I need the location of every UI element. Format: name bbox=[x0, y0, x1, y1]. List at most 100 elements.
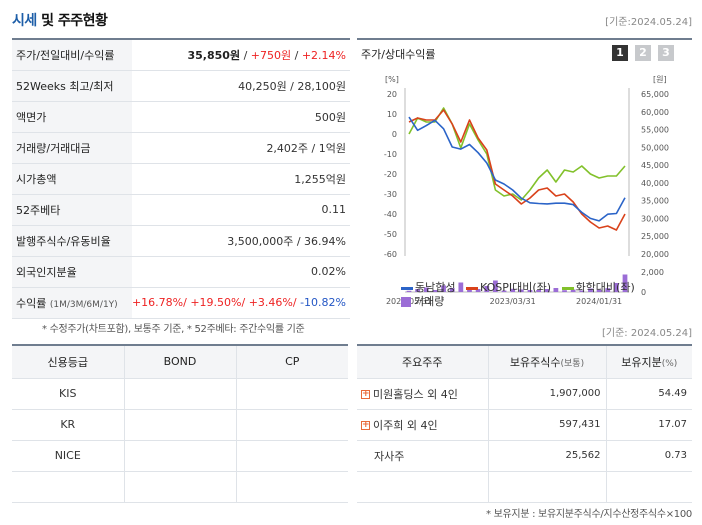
period-button-3[interactable]: 3 bbox=[658, 45, 674, 61]
row-value: 0.02% bbox=[131, 256, 350, 288]
volume-bar bbox=[544, 289, 550, 292]
holders-base-date: [기준: 2024.05.24] bbox=[601, 328, 692, 339]
right-tick-label: 35,000 bbox=[641, 197, 669, 206]
column-header: BOND bbox=[123, 345, 236, 379]
period-button-2[interactable]: 2 bbox=[635, 45, 651, 61]
shareholders-table: 주요주주 보유주식수(보통) 보유지분(%) + 미원홀딩스 외 4인 1,907… bbox=[357, 344, 692, 503]
table-header-row: 신용등급 BOND CP bbox=[12, 345, 348, 379]
holder-name[interactable]: 미원홀딩스 외 4인 bbox=[373, 387, 458, 401]
price-chart: [%] [원] 20 10 0 -10 -20 -30 -40 -50 -60 65,000 60,00… bbox=[384, 75, 669, 306]
agency-cell bbox=[12, 471, 124, 503]
left-tick-label: -40 bbox=[384, 210, 397, 219]
legend-item-chem: 화학대비(좌) bbox=[561, 281, 635, 294]
right-axis-unit: [원] bbox=[653, 75, 667, 84]
table-row: 52주베타 0.11 bbox=[12, 194, 350, 226]
shares-cell: 1,907,000 bbox=[487, 378, 606, 410]
legend-label: 동남합성 bbox=[415, 281, 456, 294]
right-tick-label: 40,000 bbox=[641, 179, 669, 188]
row-value: 500원 bbox=[131, 101, 350, 133]
column-header: 주요주주 bbox=[357, 345, 488, 379]
base-date: [기준:2024.05.24] bbox=[605, 17, 692, 28]
return-1y: -10.82% bbox=[296, 296, 346, 309]
column-header-label: 보유주식수 bbox=[509, 355, 561, 369]
table-row: + 이주희 외 4인 597,431 17.07 bbox=[357, 409, 692, 441]
volume-bar bbox=[449, 288, 455, 292]
right-tick-label: 55,000 bbox=[641, 126, 669, 135]
cp-cell bbox=[235, 440, 348, 472]
holder-name[interactable]: 이주희 외 4인 bbox=[373, 418, 438, 432]
title-holders-label: 및 주주현황 bbox=[36, 13, 108, 29]
holder-name-cell: 자사주 bbox=[357, 440, 488, 472]
volume-tick-label: 2,000 bbox=[641, 268, 664, 277]
table-row: 발행주식수/유동비율 3,500,000주 / 36.94% bbox=[12, 225, 350, 257]
bond-cell bbox=[123, 471, 236, 503]
bond-cell bbox=[123, 440, 236, 472]
volume-bar bbox=[423, 287, 429, 292]
series-line bbox=[408, 116, 626, 222]
legend-item-kospi: KOSPI대비(좌) bbox=[465, 281, 551, 294]
left-tick-label: 0 bbox=[392, 130, 397, 139]
right-tick-label: 60,000 bbox=[641, 108, 669, 117]
column-header: 신용등급 bbox=[12, 345, 124, 379]
section-title: 시세 및 주주현황 bbox=[12, 10, 108, 30]
expand-plus-icon[interactable]: + bbox=[361, 389, 370, 399]
price-change: +750원 bbox=[250, 48, 292, 62]
volume-bar bbox=[518, 289, 524, 292]
table-row: + 미원홀딩스 외 4인 1,907,000 54.49 bbox=[357, 378, 692, 410]
row-label: 액면가 bbox=[12, 101, 132, 133]
right-tick-label: 50,000 bbox=[641, 143, 669, 152]
volume-bar bbox=[493, 280, 498, 292]
row-value: 2,402주 / 1억원 bbox=[131, 132, 350, 164]
volume-bar bbox=[467, 289, 472, 292]
volume-bar bbox=[596, 289, 602, 292]
table-row: 자사주 25,562 0.73 bbox=[357, 440, 692, 472]
row-label: 52Weeks 최고/최저 bbox=[12, 70, 132, 102]
price-table-note: * 수정주가(차트포함), 보통주 기준, * 52주베타: 주간수익률 기준 bbox=[42, 324, 305, 335]
volume-bar bbox=[441, 285, 446, 292]
price-info-table: 주가/전일대비/수익률 35,850원 / +750원 / +2.14% 52W… bbox=[12, 38, 350, 319]
series-line bbox=[408, 109, 626, 231]
holder-name-cell bbox=[357, 471, 488, 503]
volume-bar bbox=[536, 290, 541, 292]
row-label: 발행주식수/유동비율 bbox=[12, 225, 132, 257]
table-row: 52Weeks 최고/최저 40,250원 / 28,100원 bbox=[12, 70, 350, 102]
left-tick-label: 10 bbox=[387, 110, 397, 119]
chart-panel: 주가/상대수익률 1 2 3 [%] [원] 20 10 0 -10 -20 -30 -40 -5… bbox=[357, 38, 692, 316]
legend-item-stock: 동남합성 bbox=[401, 281, 455, 294]
period-button-1[interactable]: 1 bbox=[612, 45, 628, 61]
right-tick-label: 25,000 bbox=[641, 232, 669, 241]
volume-bar bbox=[622, 274, 628, 292]
bond-cell bbox=[123, 378, 236, 410]
table-row: 시가총액 1,255억원 bbox=[12, 163, 350, 195]
left-tick-label: -60 bbox=[384, 250, 397, 259]
shares-cell bbox=[487, 471, 606, 503]
legend-swatch bbox=[401, 297, 411, 307]
volume-bar bbox=[415, 289, 421, 292]
returns-label: 수익률 bbox=[16, 296, 47, 310]
right-tick-label: 30,000 bbox=[641, 214, 669, 223]
table-row: 액면가 500원 bbox=[12, 101, 350, 133]
agency-cell: KR bbox=[12, 409, 124, 441]
table-row bbox=[357, 471, 692, 503]
x-tick-label: 2023/03/31 bbox=[490, 297, 536, 306]
volume-bar bbox=[553, 288, 559, 292]
chart-title: 주가/상대수익률 bbox=[361, 48, 436, 61]
row-value: 35,850원 / +750원 / +2.14% bbox=[131, 39, 350, 71]
stake-cell: 17.07 bbox=[605, 409, 692, 441]
row-label: 외국인지분율 bbox=[12, 256, 132, 288]
stake-cell bbox=[605, 471, 692, 503]
section-header: 시세 및 주주현황 [기준:2024.05.24] bbox=[12, 8, 692, 30]
left-tick-label: -20 bbox=[384, 170, 397, 179]
right-tick-label: 20,000 bbox=[641, 250, 669, 259]
left-tick-label: 20 bbox=[387, 90, 397, 99]
column-header: 보유주식수(보통) bbox=[487, 345, 606, 379]
row-label: 52주베타 bbox=[12, 194, 132, 226]
legend-swatch bbox=[561, 286, 574, 290]
volume-bar bbox=[562, 290, 567, 292]
volume-tick-label: 0 bbox=[641, 288, 646, 297]
row-value: 1,255억원 bbox=[131, 163, 350, 195]
expand-plus-icon[interactable]: + bbox=[361, 420, 370, 430]
shares-cell: 25,562 bbox=[487, 440, 606, 472]
column-header-label: 보유지분 bbox=[621, 355, 662, 369]
volume-bar bbox=[605, 288, 611, 292]
